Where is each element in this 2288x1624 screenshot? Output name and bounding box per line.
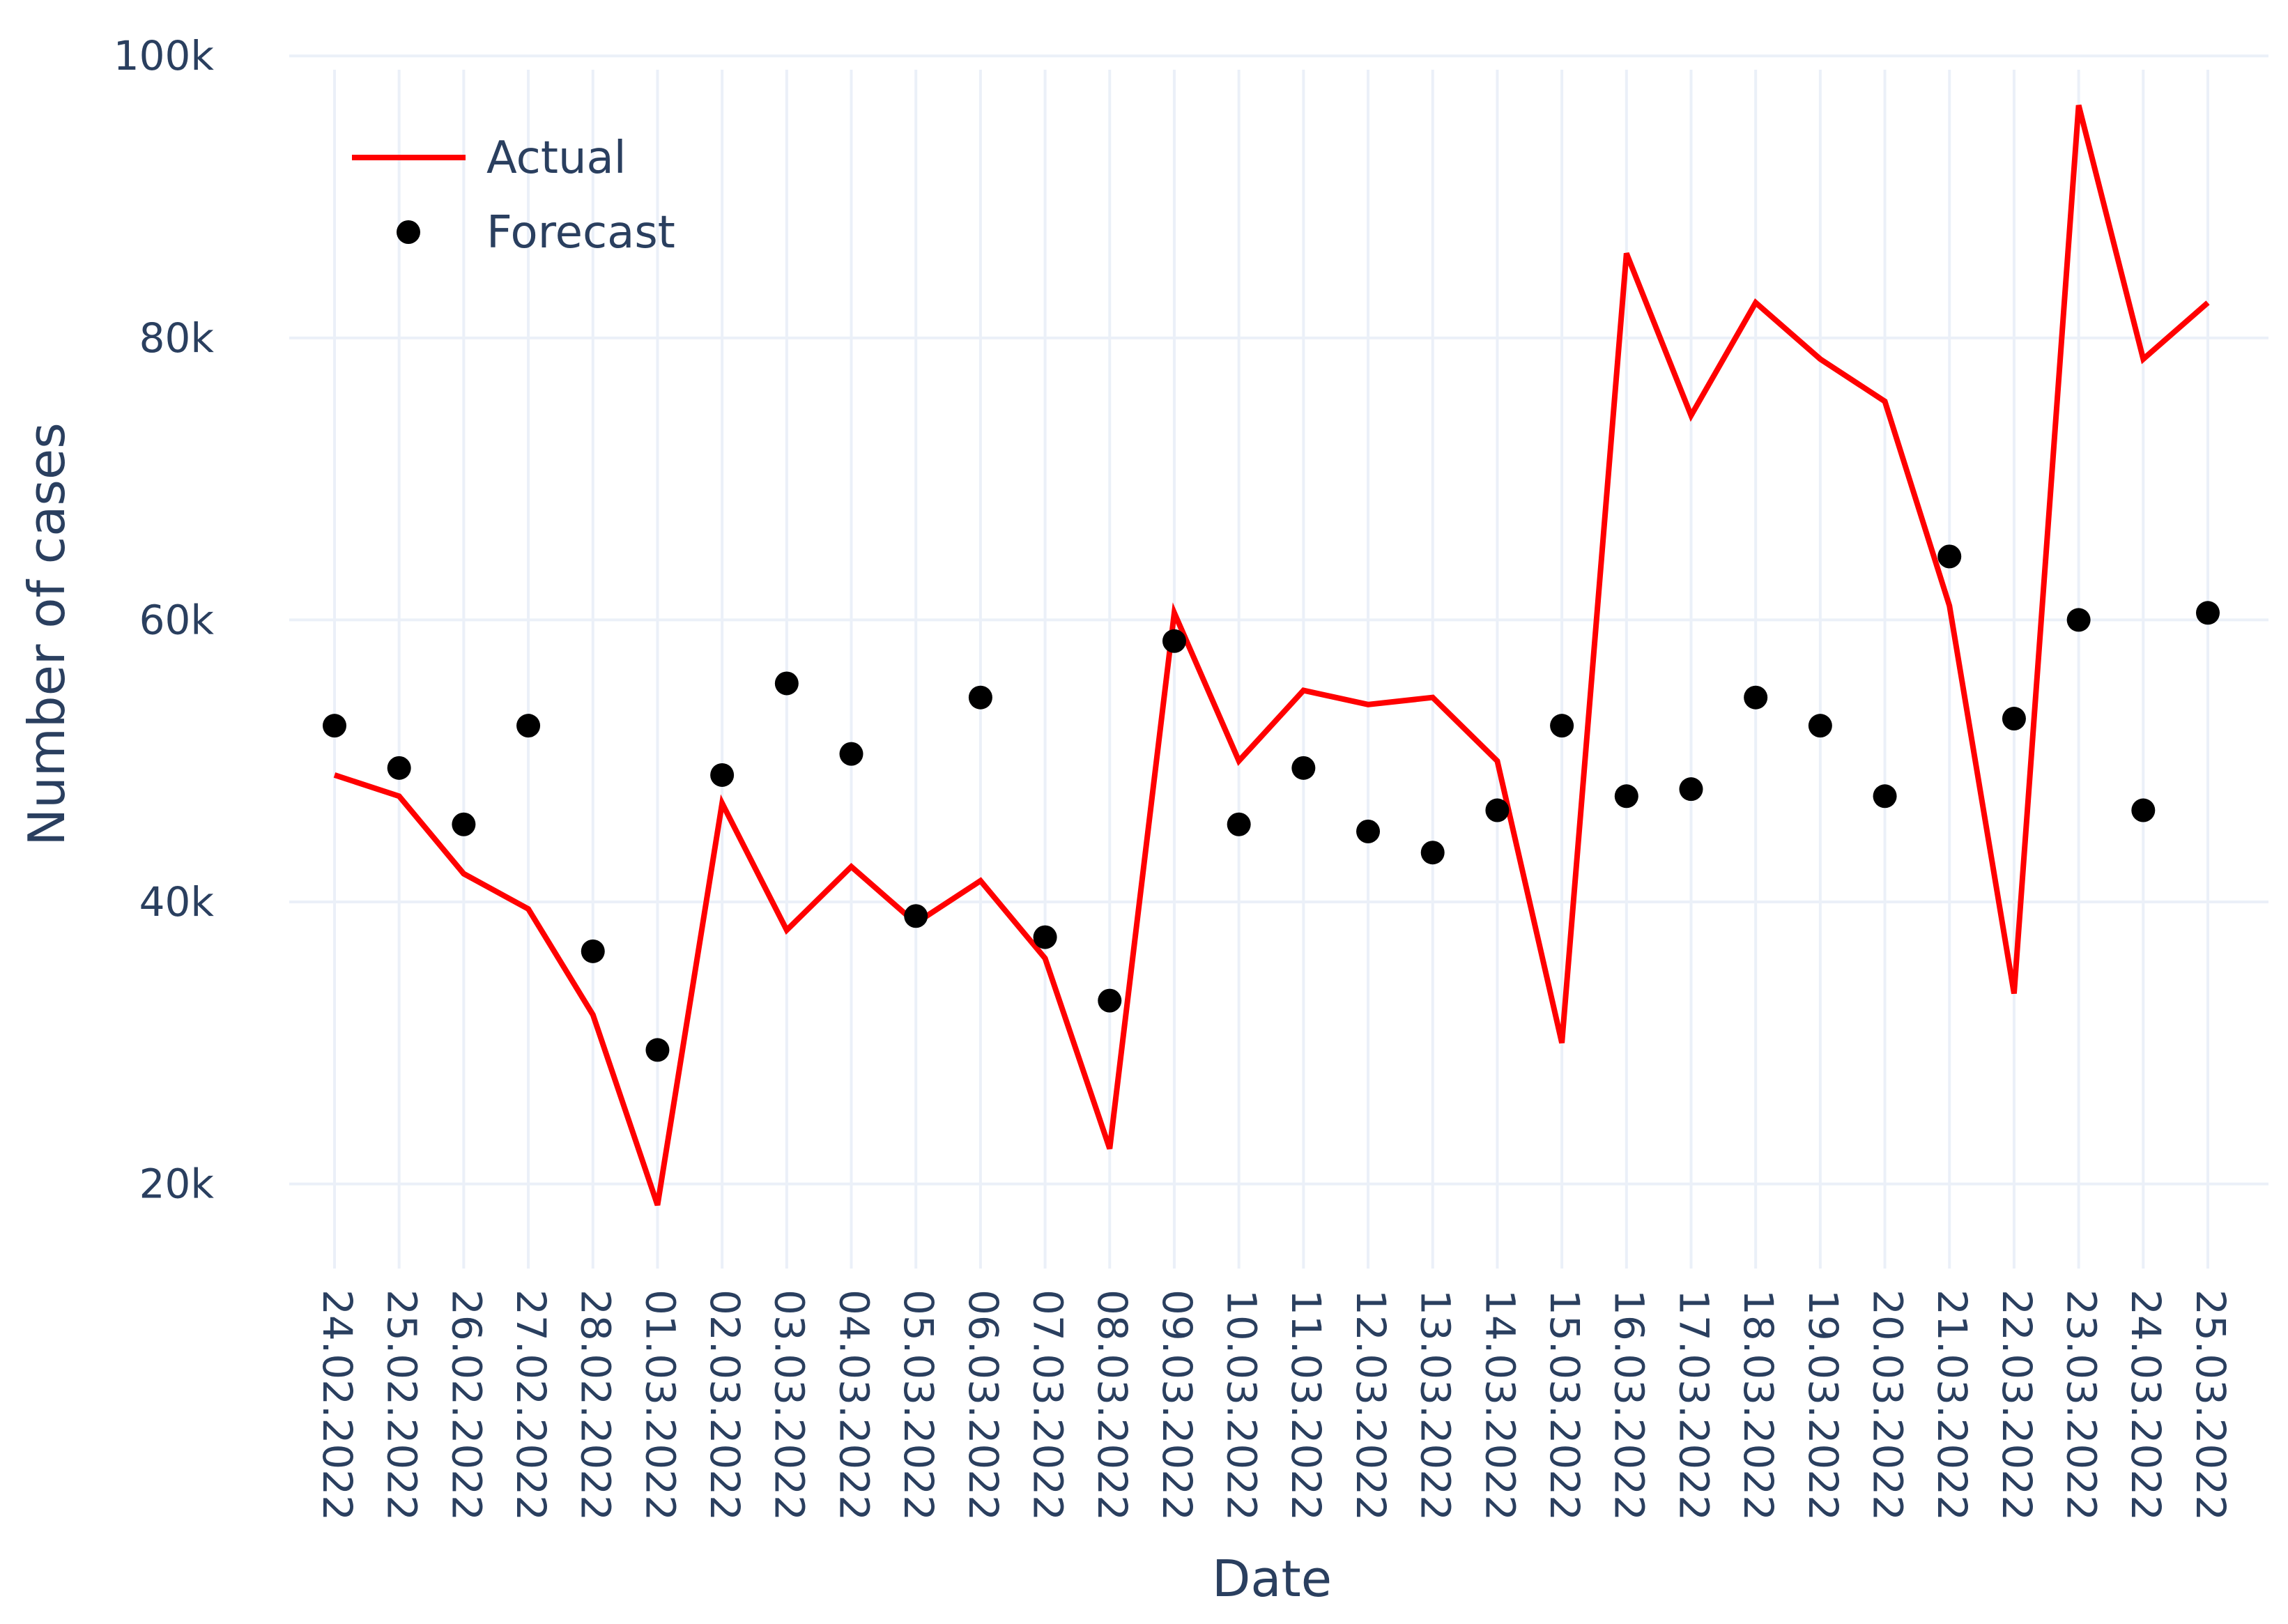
y-axis-title: Number of cases [17,422,76,845]
forecast-point [1744,685,1768,710]
x-tick-label: 01.03.2022 [636,1289,684,1521]
x-tick-label: 13.03.2022 [1412,1289,1459,1521]
x-tick-label: 27.02.2022 [507,1289,555,1521]
x-tick-label: 15.03.2022 [1541,1289,1588,1521]
series-actual-line [333,105,2210,1206]
y-tick-label: 100k [114,32,215,79]
forecast-point [968,685,992,710]
axis-layer: 24.02.2022 25.02.2022 26.02.2022 27.02.2022… [114,32,2234,1521]
forecast-point [1550,714,1574,738]
x-tick-label: 21.03.2022 [1928,1289,1976,1521]
forecast-point [774,671,799,696]
y-tick-label: 40k [139,878,215,926]
x-tick-label: 02.03.2022 [701,1289,748,1521]
forecast-point [581,939,605,963]
forecast-point [1227,812,1251,836]
x-tick-label: 23.03.2022 [2058,1289,2105,1521]
x-axis-title: Date [1212,1549,1332,1608]
forecast-point [452,812,476,836]
x-tick-label: 04.03.2022 [830,1289,877,1521]
forecast-point [710,763,735,787]
forecast-point [1808,714,1832,738]
x-tick-label: 25.02.2022 [378,1289,426,1521]
forecast-point [1485,798,1510,822]
forecast-point [1614,784,1638,809]
x-tick-label: 20.03.2022 [1864,1289,1911,1521]
x-tick-label: 26.02.2022 [443,1289,490,1521]
forecast-point [387,756,411,780]
x-tick-label: 11.03.2022 [1282,1289,1330,1521]
x-tick-label: 18.03.2022 [1735,1289,1782,1521]
forecast-point [2002,707,2026,731]
legend-actual-label: Actual [486,132,627,184]
x-tick-label: 12.03.2022 [1347,1289,1395,1521]
x-tick-label: 14.03.2022 [1476,1289,1523,1521]
x-tick-label: 03.03.2022 [766,1289,813,1521]
x-tick-label: 25.03.2022 [2187,1289,2234,1521]
legend-forecast-marker [397,220,420,244]
x-tick-label: 16.03.2022 [1606,1289,1653,1521]
grid-layer [289,54,2268,1269]
forecast-point [1162,629,1186,653]
forecast-point [1420,841,1445,865]
forecast-point [323,714,346,738]
forecast-point [1291,756,1316,780]
x-tick-label: 24.02.2022 [314,1289,361,1521]
forecast-point [1937,544,1962,569]
forecast-point [839,742,863,766]
forecast-point [1679,777,1703,802]
forecast-point [904,904,928,928]
x-tick-label: 09.03.2022 [1153,1289,1201,1521]
forecast-point [645,1038,670,1062]
forecast-point [1873,784,1897,809]
x-tick-label: 10.03.2022 [1218,1289,1266,1521]
x-tick-label: 19.03.2022 [1799,1289,1847,1521]
forecast-point [1356,819,1381,843]
x-tick-label: 06.03.2022 [960,1289,1007,1521]
forecast-point [2131,798,2156,822]
forecast-point [2196,601,2220,625]
forecast-point [1033,925,1057,949]
x-tick-label: 24.03.2022 [2122,1289,2170,1521]
series-layer [323,105,2220,1206]
x-tick-label: 08.03.2022 [1089,1289,1136,1521]
x-tick-label: 05.03.2022 [895,1289,942,1521]
x-tick-label: 07.03.2022 [1024,1289,1071,1521]
forecast-point [516,714,541,738]
x-tick-label: 22.03.2022 [1993,1289,2041,1521]
x-tick-label: 17.03.2022 [1670,1289,1717,1521]
legend-forecast-label: Forecast [486,207,675,259]
legend: Actual Forecast [352,132,675,259]
x-tick-label: 28.02.2022 [572,1289,620,1521]
forecast-point [2066,608,2091,632]
y-tick-label: 80k [139,314,215,362]
y-tick-label: 20k [139,1160,215,1208]
y-tick-label: 60k [139,596,215,643]
forecast-point [1098,988,1122,1013]
